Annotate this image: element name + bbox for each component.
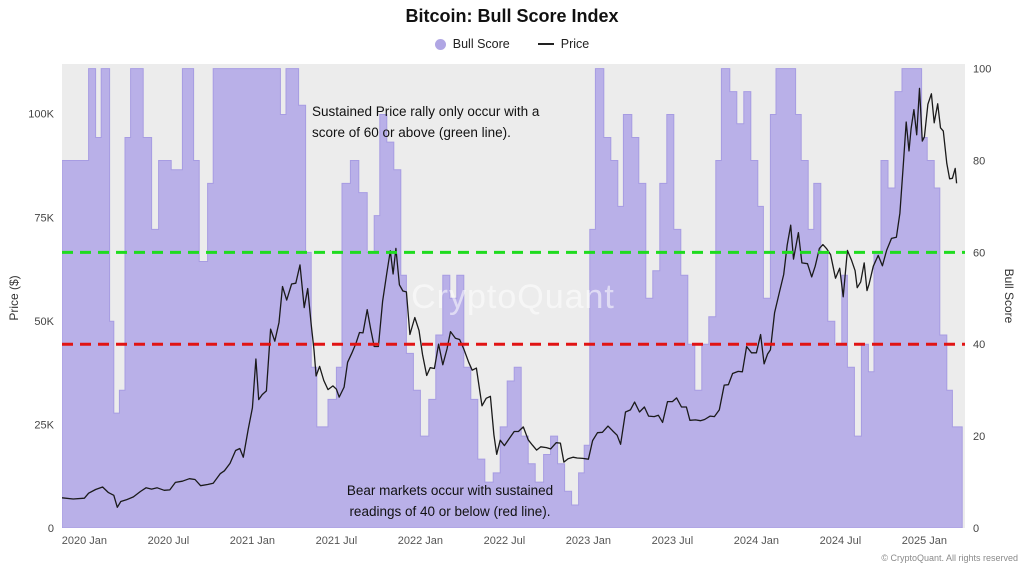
legend-label-bull-score: Bull Score bbox=[452, 37, 510, 51]
legend-item-bull-score[interactable]: Bull Score bbox=[434, 37, 510, 51]
right-axis-tick-label: 40 bbox=[973, 339, 985, 351]
right-axis-tick-label: 80 bbox=[973, 156, 985, 168]
watermark: CryptoQuant bbox=[411, 278, 615, 316]
price-swatch-icon bbox=[537, 43, 554, 45]
bull-score-area bbox=[62, 68, 963, 528]
annotation-red-line: Bear markets occur with sustained readin… bbox=[346, 483, 554, 519]
legend-label-price: Price bbox=[560, 37, 590, 51]
x-axis-tick-label: 2022 Jul bbox=[484, 535, 526, 547]
right-axis-tick-label: 20 bbox=[973, 431, 985, 443]
left-axis-title: Price ($) bbox=[7, 275, 21, 321]
x-axis-tick-label: 2022 Jan bbox=[398, 535, 443, 547]
legend: Bull Score Price bbox=[0, 37, 1024, 51]
left-axis-tick-label: 0 bbox=[48, 523, 54, 535]
left-axis-tick-label: 50K bbox=[34, 316, 54, 328]
x-axis-tick-label: 2020 Jul bbox=[148, 535, 190, 547]
x-axis-tick-label: 2025 Jan bbox=[902, 535, 947, 547]
x-axis-tick-label: 2023 Jul bbox=[652, 535, 694, 547]
right-axis-tick-label: 100 bbox=[973, 64, 991, 76]
x-axis-tick-label: 2023 Jan bbox=[566, 535, 611, 547]
left-axis-tick-label: 75K bbox=[34, 212, 54, 224]
x-axis-tick-label: 2024 Jul bbox=[820, 535, 862, 547]
x-axis-tick-label: 2021 Jul bbox=[316, 535, 358, 547]
right-axis-tick-label: 0 bbox=[973, 523, 979, 535]
x-axis-tick-label: 2024 Jan bbox=[734, 535, 779, 547]
bull-score-swatch-icon bbox=[434, 38, 446, 50]
price-line bbox=[62, 87, 958, 508]
annotation-green-line: Sustained Price rally only occur with a … bbox=[312, 104, 540, 140]
x-axis-tick-label: 2020 Jan bbox=[62, 535, 107, 547]
right-axis-tick-label: 60 bbox=[973, 247, 985, 259]
chart-title: Bitcoin: Bull Score Index bbox=[405, 6, 619, 26]
copyright: © CryptoQuant. All rights reserved bbox=[881, 553, 1018, 563]
legend-item-price[interactable]: Price bbox=[537, 37, 590, 51]
right-axis-title: Bull Score bbox=[1002, 268, 1016, 324]
x-axis-tick-label: 2021 Jan bbox=[230, 535, 275, 547]
left-axis-tick-label: 25K bbox=[34, 419, 54, 431]
left-axis-tick-label: 100K bbox=[28, 109, 54, 121]
